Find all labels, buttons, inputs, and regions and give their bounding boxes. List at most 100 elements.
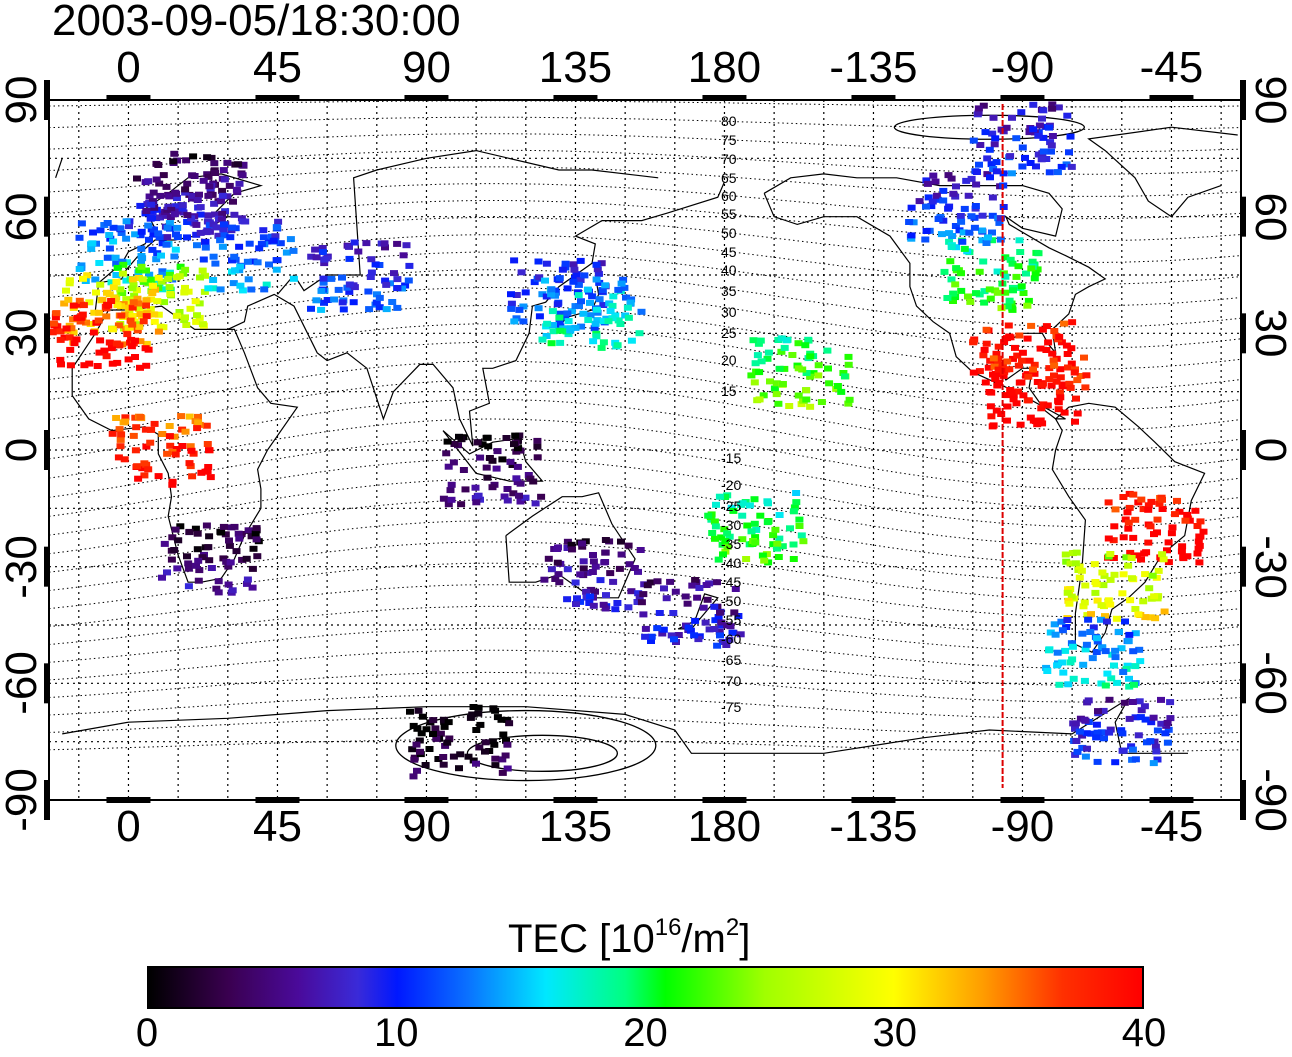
tec-cell [133, 295, 142, 302]
tec-cell [192, 318, 201, 325]
tec-cell [717, 619, 726, 626]
tec-cell [569, 261, 578, 268]
tec-cell [738, 512, 747, 519]
tec-cell [669, 610, 678, 616]
tec-cell [418, 713, 427, 720]
contour-label: -60 [721, 631, 741, 647]
tec-cell [238, 172, 247, 179]
tec-cell [205, 183, 214, 190]
magnetic-pole-contour [395, 709, 657, 782]
tec-cell [108, 430, 117, 437]
tec-cell [472, 499, 481, 506]
tec-cell [500, 493, 509, 500]
tec-cell [436, 730, 445, 737]
tec-cell [553, 559, 562, 566]
tick-bar [1149, 95, 1194, 101]
tec-cell [1073, 377, 1082, 384]
tec-cell [1079, 603, 1088, 610]
tec-cell [1093, 758, 1102, 765]
contour-label: -55 [721, 612, 741, 628]
tec-cell [1029, 366, 1037, 373]
magnetic-pole-contour [466, 734, 619, 772]
tec-cell [1042, 323, 1051, 330]
tec-cell [764, 349, 773, 356]
tec-cell [952, 244, 960, 251]
tec-cell [1131, 756, 1140, 763]
tec-cell [613, 600, 622, 606]
tec-cell [731, 586, 740, 592]
tec-cell [1134, 611, 1143, 618]
axis-tick-label: 60 [0, 192, 46, 242]
tec-cell [447, 481, 456, 488]
tec-cell [617, 280, 626, 287]
tec-cell [52, 310, 61, 317]
coastline [277, 149, 659, 295]
tec-cell [592, 333, 601, 340]
tec-cell [69, 329, 78, 336]
tec-cell [981, 129, 990, 136]
tec-cell [224, 563, 233, 570]
tec-cell [122, 218, 131, 225]
tec-cell [1062, 161, 1071, 168]
tec-cell [100, 347, 109, 354]
tec-cell [103, 254, 112, 261]
tec-cell [547, 340, 556, 347]
tec-cell [1080, 599, 1089, 606]
tec-cell [1001, 254, 1010, 261]
tec-cell [561, 314, 570, 321]
tec-cell [210, 200, 219, 207]
tec-cell [512, 448, 521, 455]
tec-cell [630, 565, 639, 571]
tec-cell [556, 339, 565, 346]
tec-cell [122, 235, 131, 242]
tec-cell [681, 593, 690, 600]
tec-cell [802, 396, 811, 403]
tec-cell [512, 315, 521, 322]
tec-cell [69, 302, 78, 309]
tec-cell [1155, 500, 1164, 507]
tec-cell [995, 379, 1003, 386]
tec-cell [108, 326, 117, 333]
tec-cell [725, 533, 734, 540]
tec-cell [1075, 728, 1084, 735]
tec-cell [576, 571, 585, 578]
tec-cell [184, 560, 193, 567]
tec-cell [1057, 163, 1066, 170]
tec-cell [770, 385, 779, 392]
tec-cell [468, 711, 477, 718]
tec-cell [503, 765, 512, 772]
tec-cell [131, 354, 139, 360]
tec-cell [1002, 124, 1011, 131]
tec-cell [154, 311, 163, 318]
tec-cell [929, 172, 938, 179]
tec-cell [1141, 716, 1150, 723]
tec-measurements [49, 101, 1208, 780]
tec-cell [175, 309, 184, 315]
tec-cell [1003, 403, 1012, 410]
tec-cell [934, 216, 943, 222]
tec-cell [1022, 270, 1030, 277]
tec-cell [137, 260, 145, 266]
tec-cell [509, 490, 518, 497]
tec-cell [1048, 101, 1057, 108]
tec-cell [555, 579, 564, 586]
tec-cell [1191, 507, 1200, 514]
tec-cell [943, 295, 952, 301]
tec-cell [985, 389, 994, 395]
tec-cell [1141, 571, 1150, 578]
tec-cell [1059, 669, 1068, 676]
magnetic-contour [49, 166, 1241, 197]
tick-bar [44, 780, 50, 820]
tec-cell [1118, 590, 1127, 597]
tec-cell [117, 230, 126, 236]
tec-cell [1056, 374, 1065, 381]
tec-cell [985, 146, 994, 153]
tec-cell [1082, 641, 1091, 648]
tec-cell [613, 342, 622, 349]
tec-cell [122, 296, 131, 303]
tec-cell [257, 240, 266, 247]
magnetic-contour [49, 671, 1241, 703]
tec-cell [989, 114, 998, 121]
tec-cell [1065, 380, 1074, 387]
tec-cell [142, 313, 151, 320]
